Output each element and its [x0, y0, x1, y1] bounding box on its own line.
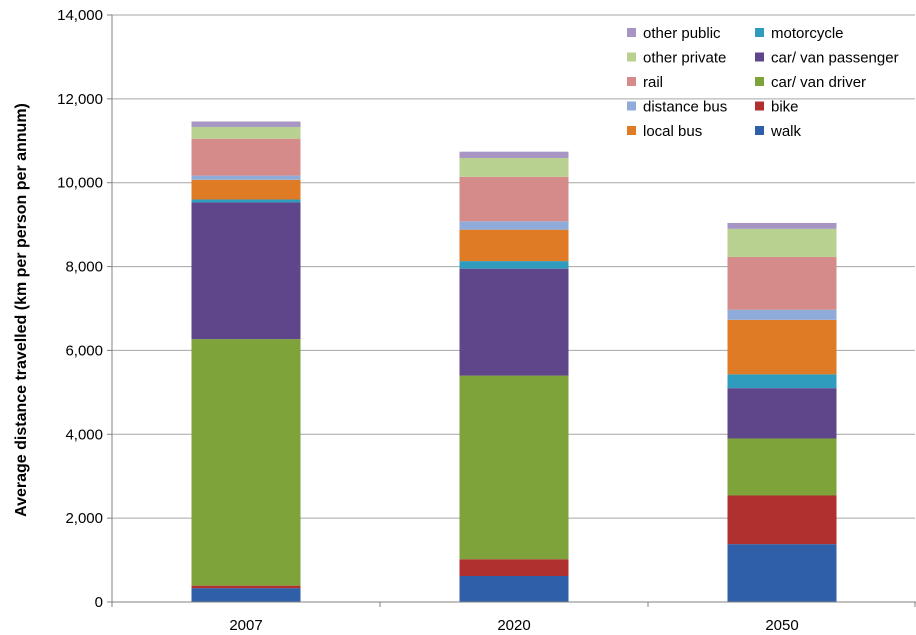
bar-segment-car-van-passenger-2050	[727, 388, 837, 439]
bar-segment-other-private-2020	[459, 157, 569, 177]
bar-segment-rail-2050	[727, 256, 837, 310]
legend-swatch	[755, 52, 764, 62]
bar-segment-motorcycle-2020	[459, 261, 569, 269]
legend-swatch	[627, 101, 636, 111]
legend-swatch	[627, 77, 636, 86]
legend-swatch	[755, 101, 764, 111]
bar-segment-car-van-driver-2007	[191, 339, 301, 586]
bar-segment-car-van-driver-2020	[459, 375, 569, 560]
bar-segment-motorcycle-2007	[191, 199, 301, 203]
axes	[107, 14, 916, 607]
bar-segment-local-bus-2020	[459, 229, 569, 262]
bar-segment-bike-2050	[727, 495, 837, 545]
legend-label: bike	[771, 99, 799, 116]
bar-segment-distance-bus-2007	[191, 175, 301, 180]
legend-swatch	[627, 28, 636, 37]
legend-swatch	[755, 28, 764, 37]
bar-segment-walk-2007	[191, 588, 301, 602]
bar-segment-rail-2007	[191, 138, 301, 176]
bar-segment-other-public-2007	[191, 121, 301, 127]
bar-segment-other-private-2007	[191, 126, 301, 139]
legend-swatch	[755, 126, 764, 135]
legend-label: distance bus	[643, 99, 727, 116]
bar-segment-local-bus-2007	[191, 179, 301, 200]
tick-labels: 0 2,000 4,000 6,000 8,000 10,000 12,000 14,000 2…	[57, 7, 799, 634]
bar-segment-other-public-2050	[727, 222, 837, 229]
bar-segment-other-public-2020	[459, 151, 569, 158]
legend-label: other public	[643, 25, 721, 42]
y-tick-label: 0	[95, 594, 103, 611]
legend: other public motorcycle other private car/ …	[627, 25, 899, 140]
y-tick-label: 12,000	[57, 91, 103, 108]
legend-label: car/ van passenger	[771, 50, 899, 67]
bar-segment-local-bus-2050	[727, 319, 837, 375]
bar-segment-other-private-2050	[727, 228, 837, 257]
legend-label: car/ van driver	[771, 74, 866, 91]
bar-segment-distance-bus-2020	[459, 221, 569, 230]
legend-label: motorcycle	[771, 25, 844, 42]
y-tick-label: 8,000	[65, 259, 103, 276]
legend-label: walk	[770, 123, 802, 140]
bar-segment-rail-2020	[459, 176, 569, 222]
legend-swatch	[627, 52, 636, 62]
y-axis-label: Average distance travelled (km per perso…	[13, 103, 30, 517]
legend-swatch	[755, 77, 764, 86]
bar-segment-walk-2050	[727, 544, 837, 602]
bar-segment-car-van-driver-2050	[727, 438, 837, 496]
y-tick-label: 10,000	[57, 175, 103, 192]
x-tick-label: 2007	[229, 617, 262, 634]
y-tick-label: 6,000	[65, 342, 103, 359]
y-tick-label: 14,000	[57, 7, 103, 24]
bar-segment-bike-2020	[459, 559, 569, 577]
legend-label: local bus	[643, 123, 702, 140]
x-tick-label: 2020	[497, 617, 530, 634]
bar-segment-bike-2007	[191, 585, 301, 589]
bar-segment-motorcycle-2050	[727, 374, 837, 389]
bars	[191, 121, 837, 602]
bar-segment-car-van-passenger-2020	[459, 268, 569, 376]
y-tick-label: 4,000	[65, 426, 103, 443]
bar-segment-walk-2020	[459, 576, 569, 602]
y-tick-label: 2,000	[65, 510, 103, 527]
legend-label: other private	[643, 50, 726, 67]
bar-segment-car-van-passenger-2007	[191, 202, 301, 340]
legend-label: rail	[643, 74, 663, 91]
x-tick-label: 2050	[765, 617, 798, 634]
legend-swatch	[627, 126, 636, 135]
bar-segment-distance-bus-2050	[727, 309, 837, 320]
